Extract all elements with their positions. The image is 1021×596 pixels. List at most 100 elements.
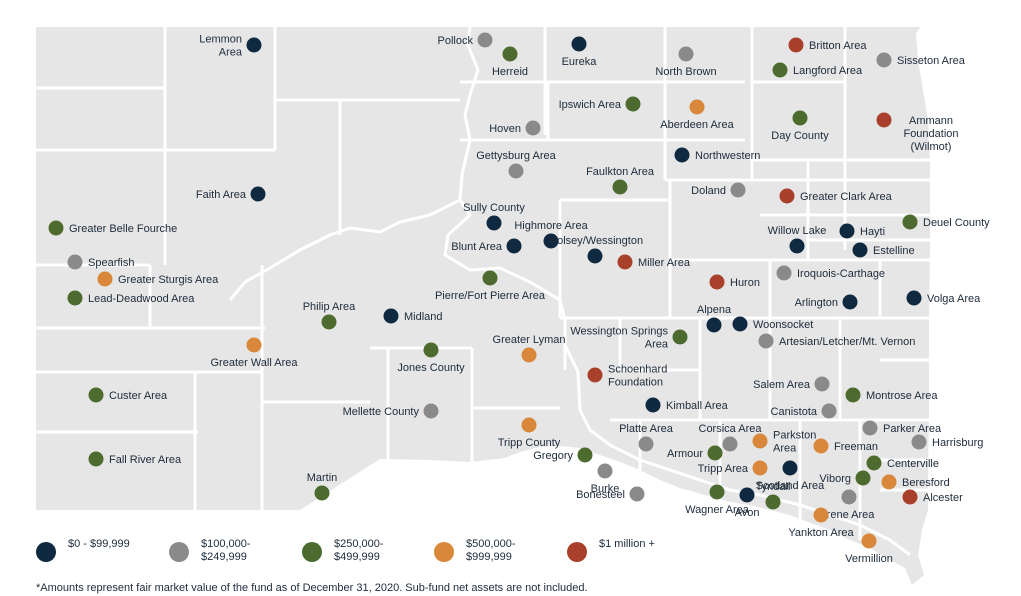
fund-marker[interactable]: Gettysburg Area	[476, 150, 557, 179]
fund-dot	[813, 438, 829, 454]
fund-marker[interactable]: Scotland Area	[756, 460, 825, 493]
fund-marker[interactable]: Mellette County	[343, 403, 439, 419]
legend-swatch	[302, 542, 322, 562]
fund-marker[interactable]: North Brown	[655, 46, 717, 79]
fund-marker[interactable]: Greater Wall Area	[210, 337, 298, 370]
fund-marker[interactable]: Avon	[735, 487, 760, 520]
fund-marker[interactable]: Hoven	[489, 120, 541, 136]
fund-label: Gregory	[533, 450, 573, 462]
fund-dot	[314, 485, 330, 501]
fund-marker[interactable]: Lead-Deadwood Area	[67, 290, 196, 306]
fund-marker[interactable]: Greater Belle Fourche	[48, 220, 178, 236]
fund-marker[interactable]: Miller Area	[617, 254, 691, 270]
fund-dot	[571, 36, 587, 52]
fund-label: Platte Area	[619, 423, 674, 435]
fund-dot	[814, 376, 830, 392]
fund-marker[interactable]: Centerville	[866, 455, 939, 471]
fund-marker[interactable]: Arlington	[795, 294, 858, 310]
fund-marker[interactable]: Parkston Area	[752, 430, 817, 455]
fund-marker[interactable]: Ipswich Area	[559, 96, 641, 112]
fund-marker[interactable]: Volga Area	[906, 290, 982, 306]
fund-marker[interactable]: Philip Area	[303, 301, 356, 330]
fund-marker[interactable]: Faith Area	[196, 186, 266, 202]
fund-marker[interactable]: Greater Lyman	[493, 334, 566, 363]
fund-marker[interactable]: Martin	[307, 472, 338, 501]
fund-marker[interactable]: Ammann Foundation (Wilmot)	[876, 112, 959, 154]
fund-marker[interactable]: Hayti	[839, 223, 886, 239]
fund-label: Faulkton Area	[586, 166, 655, 178]
fund-marker[interactable]: Sully County	[463, 202, 525, 231]
fund-label: Vermillion	[845, 553, 893, 565]
fund-marker[interactable]: Tripp County	[498, 417, 561, 450]
fund-label: Yankton Area	[788, 527, 854, 539]
fund-marker[interactable]: Burke	[591, 463, 620, 496]
fund-label: Blunt Area	[451, 241, 503, 253]
fund-dot	[508, 163, 524, 179]
fund-label: Tyndall	[756, 481, 791, 493]
fund-dot	[752, 433, 768, 449]
fund-marker[interactable]: Artesian/Letcher/Mt. Vernon	[758, 333, 916, 349]
fund-marker[interactable]: Spearfish	[67, 254, 135, 270]
fund-marker[interactable]: Langford Area	[772, 62, 863, 78]
fund-marker[interactable]: Beresford	[881, 474, 950, 490]
fund-marker[interactable]: Wessington Springs Area	[570, 326, 688, 351]
fund-marker[interactable]: Blunt Area	[451, 238, 522, 254]
fund-marker[interactable]: Schoenhard Foundation	[587, 364, 668, 389]
fund-marker[interactable]: Corsica Area	[699, 423, 763, 452]
fund-label: Artesian/Letcher/Mt. Vernon	[779, 336, 915, 348]
fund-marker[interactable]: Salem Area	[753, 376, 830, 392]
fund-marker[interactable]: Yankton Area	[788, 507, 854, 540]
fund-marker[interactable]: Deuel County	[902, 214, 991, 230]
fund-marker[interactable]: Irene Area	[824, 489, 876, 522]
fund-marker[interactable]: Platte Area	[619, 423, 674, 452]
fund-marker[interactable]: Woonsocket	[732, 316, 814, 332]
fund-marker[interactable]: Wolsey/Wessington	[547, 235, 643, 264]
fund-marker[interactable]: Parker Area	[862, 420, 942, 436]
fund-marker[interactable]: Pierre/Fort Pierre Area	[435, 270, 546, 303]
fund-marker[interactable]: Doland	[691, 182, 746, 198]
fund-marker[interactable]: Vermillion	[845, 533, 893, 566]
fund-marker[interactable]: Greater Clark Area	[779, 188, 893, 204]
fund-marker[interactable]: Northwestern	[674, 147, 761, 163]
fund-marker[interactable]: Midland	[383, 308, 443, 324]
fund-marker[interactable]: Wagner Area	[685, 484, 750, 517]
fund-marker[interactable]: Estelline	[852, 242, 915, 258]
fund-marker[interactable]: Eureka	[562, 36, 598, 69]
fund-marker[interactable]: Day County	[771, 110, 829, 143]
fund-marker[interactable]: Willow Lake	[768, 225, 827, 254]
fund-marker[interactable]: Highmore Area	[514, 220, 589, 249]
fund-marker[interactable]: Montrose Area	[845, 387, 939, 403]
fund-marker[interactable]: Sisseton Area	[876, 52, 966, 68]
fund-marker[interactable]: Kimball Area	[645, 397, 729, 413]
fund-marker[interactable]: Bonesteel	[576, 486, 645, 502]
fund-marker[interactable]: Aberdeen Area	[660, 99, 735, 132]
fund-marker[interactable]: Iroquois-Carthage	[776, 265, 886, 281]
fund-marker[interactable]: Greater Sturgis Area	[97, 271, 220, 287]
fund-marker[interactable]: Fall River Area	[88, 451, 183, 467]
fund-marker[interactable]: Harrisburg	[911, 434, 984, 450]
fund-label: Centerville	[887, 458, 939, 470]
fund-marker[interactable]: Armour	[667, 445, 723, 461]
fund-dot	[855, 470, 871, 486]
fund-marker[interactable]: Huron	[709, 274, 760, 290]
fund-marker[interactable]: Pollock	[438, 32, 493, 48]
fund-marker[interactable]: Alpena	[697, 304, 732, 333]
fund-marker[interactable]: Gregory	[533, 447, 593, 463]
fund-marker[interactable]: Faulkton Area	[586, 166, 655, 195]
fund-marker[interactable]: Jones County	[397, 342, 465, 375]
fund-marker[interactable]: Lemmon Area	[199, 34, 262, 59]
fund-marker[interactable]: Tripp Area	[698, 460, 768, 476]
fund-marker[interactable]: Custer Area	[88, 387, 168, 403]
fund-marker[interactable]: Britton Area	[788, 37, 868, 53]
fund-marker[interactable]: Viborg	[819, 470, 871, 486]
fund-marker[interactable]: Alcester	[902, 489, 964, 505]
fund-label: Armour	[667, 448, 703, 460]
fund-marker[interactable]: Tyndall	[756, 481, 791, 510]
fund-marker[interactable]: Freeman	[813, 438, 879, 454]
fund-marker[interactable]: Canistota	[771, 403, 837, 419]
fund-dot	[779, 188, 795, 204]
fund-label: Wolsey/Wessington	[547, 235, 643, 247]
fund-marker[interactable]: Herreid	[492, 46, 528, 79]
fund-label: Arlington	[795, 297, 838, 309]
